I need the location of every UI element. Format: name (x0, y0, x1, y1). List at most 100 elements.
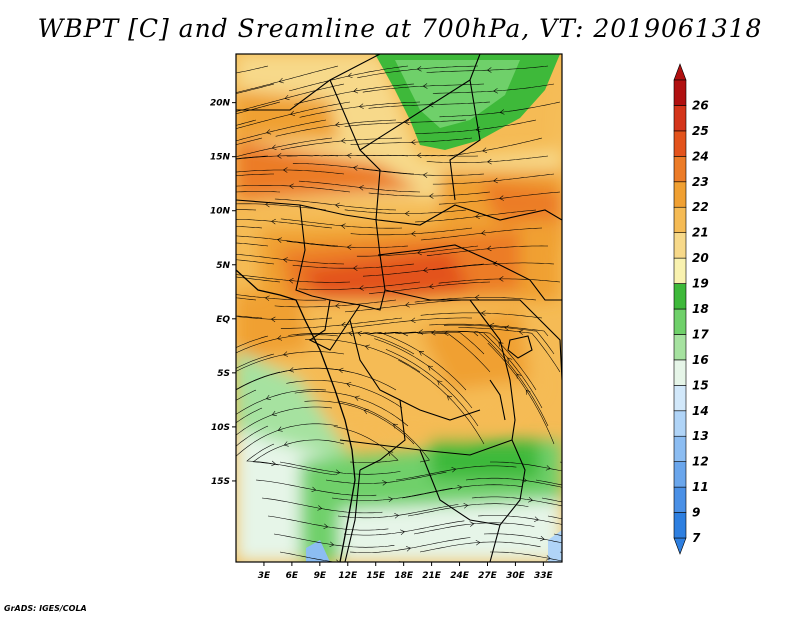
chart-title: WBPT [C] and Sreamline at 700hPa, VT: 20… (37, 14, 763, 43)
streamline-arrow (493, 88, 498, 94)
streamline-arrow (364, 344, 370, 350)
streamline (279, 551, 401, 562)
y-tick-label: 10N (210, 207, 231, 217)
streamline (236, 173, 274, 176)
streamline-arrow (545, 555, 551, 561)
streamline (236, 169, 345, 175)
streamline (236, 423, 339, 457)
streamline (559, 461, 562, 463)
streamline (236, 253, 345, 265)
colorbar-swatch (673, 206, 687, 233)
streamline-arrow (498, 276, 504, 282)
colorbar-label: 11 (692, 480, 709, 494)
x-tick-label: 6E (286, 571, 299, 581)
streamline-arrow (447, 395, 453, 401)
streamline (236, 83, 275, 94)
streamline-arrow (422, 83, 428, 89)
streamline-arrow (410, 139, 416, 145)
colorbar-label: 13 (692, 429, 709, 443)
streamline (477, 515, 562, 525)
streamline (236, 191, 281, 193)
streamline (236, 276, 281, 283)
map-frame (235, 53, 563, 563)
streamline-arrow (388, 496, 394, 503)
streamline-arrow (265, 394, 271, 400)
streamline-arrow (498, 341, 504, 347)
y-axis: 20N 15N 10N 5N EQ 5S 10S 15S (210, 99, 236, 487)
streamline-arrow (493, 177, 498, 184)
x-tick-label: 24E (450, 571, 470, 581)
colorbar-label: 22 (692, 200, 709, 214)
y-tick-label: EQ (216, 315, 230, 325)
streamline-arrow (282, 257, 288, 263)
streamline-arrow (482, 147, 488, 153)
streamline-arrow (289, 110, 296, 117)
colorbar-swatch (673, 232, 687, 259)
streamline-arrow (404, 210, 410, 217)
streamline-arrow (353, 87, 359, 94)
streamline (547, 515, 562, 520)
colorbar-swatch (673, 334, 687, 361)
streamline (236, 335, 269, 348)
streamline-arrow (430, 329, 436, 336)
y-tick-label: 15S (211, 477, 230, 487)
colorbar-swatch (673, 512, 687, 539)
streamline-arrow (428, 193, 434, 199)
streamline (236, 297, 257, 301)
streamline-arrow (410, 317, 416, 324)
colorbar-label: 9 (692, 506, 700, 520)
colorbar-label: 7 (692, 531, 701, 545)
streamline-arrow (443, 330, 449, 337)
colorbar-swatch (673, 308, 687, 335)
streamline-arrow (418, 351, 424, 356)
streamline-arrow (352, 165, 358, 171)
streamline-arrow (428, 283, 434, 290)
streamline (535, 479, 562, 486)
x-tick-label: 27E (478, 571, 498, 581)
streamline (236, 235, 339, 247)
colorbar-swatch (673, 410, 687, 437)
streamline (236, 203, 327, 211)
streamline-arrow (282, 167, 288, 173)
streamline (236, 389, 257, 401)
streamline-arrow (486, 245, 492, 252)
colorbar-swatch (673, 486, 687, 513)
streamline-arrow (437, 380, 443, 386)
streamline-arrow (288, 278, 294, 284)
streamline-arrow (346, 381, 352, 388)
y-tick-label: 10S (211, 423, 230, 433)
streamline-arrow (545, 465, 551, 471)
streamline (236, 65, 339, 93)
streamline (236, 137, 333, 157)
streamline (236, 294, 327, 301)
x-tick-label: 15E (366, 571, 386, 581)
streamline-arrow (392, 423, 399, 429)
grads-credit: GrADS: IGES/COLA (4, 604, 87, 613)
streamline-arrow (499, 109, 505, 115)
colorbar-label: 19 (692, 277, 709, 291)
x-tick-label: 21E (422, 571, 442, 581)
streamline-arrow (387, 451, 394, 457)
streamline-arrow (346, 244, 352, 250)
y-tick-label: 20N (210, 99, 231, 109)
streamline-arrow (271, 410, 277, 417)
colorbar-swatch (673, 359, 687, 386)
colorbar-swatch (673, 79, 687, 106)
streamline-arrow (346, 153, 352, 159)
colorbar-label: 16 (692, 353, 709, 367)
streamline (236, 371, 281, 390)
x-tick-label: 18E (394, 571, 414, 581)
colorbar-label: 17 (692, 327, 709, 341)
streamline-arrow (417, 249, 422, 256)
streamline-arrow (341, 321, 346, 328)
streamline-arrow (416, 66, 422, 72)
streamline (236, 119, 327, 142)
streamline-arrow (276, 335, 283, 341)
streamline-arrow (276, 237, 282, 243)
colorbar-swatch (673, 385, 687, 412)
x-tick-label: 33E (534, 571, 554, 581)
streamline-arrow (317, 505, 323, 511)
streamlines (236, 65, 562, 562)
colorbar-swatch (673, 156, 687, 183)
streamline (236, 353, 275, 369)
